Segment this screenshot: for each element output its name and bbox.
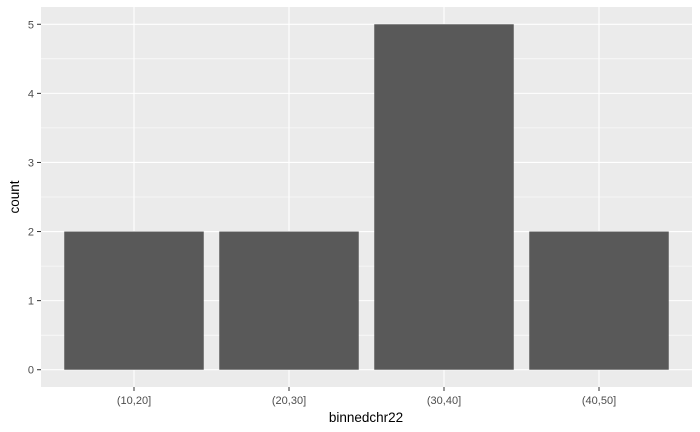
x-tick-label: (30,40] <box>427 395 461 407</box>
bar <box>219 231 359 370</box>
y-tick-label: 0 <box>28 365 34 377</box>
x-tick-label: (10,20] <box>117 395 151 407</box>
x-axis: (10,20] (20,30] (30,40] (40,50] <box>117 387 616 407</box>
x-tick-label: (40,50] <box>582 395 616 407</box>
bars <box>64 24 669 370</box>
y-axis-title: count <box>7 180 22 213</box>
y-tick-label: 5 <box>28 19 34 31</box>
y-tick-label: 1 <box>28 296 34 308</box>
x-axis-title: binnedchr22 <box>329 410 403 425</box>
bar <box>374 24 514 370</box>
bar <box>529 231 669 370</box>
y-tick-label: 4 <box>28 88 34 100</box>
y-tick-label: 2 <box>28 227 34 239</box>
y-axis: 0 1 2 3 4 5 <box>28 19 41 377</box>
x-tick-label: (20,30] <box>272 395 306 407</box>
bar <box>64 231 204 370</box>
y-tick-label: 3 <box>28 157 34 169</box>
